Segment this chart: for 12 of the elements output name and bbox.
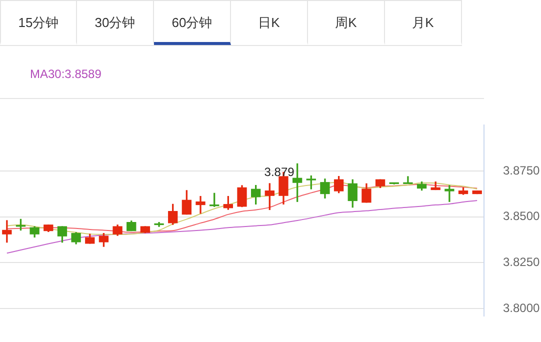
text: 日K	[231, 1, 308, 45]
y-tick-label: 3.8250	[503, 254, 540, 269]
y-tick-label: 3.8500	[503, 209, 540, 224]
y-tick-label: 3.8750	[503, 163, 540, 178]
text: 月K	[385, 1, 462, 45]
y-tick-label: 3.8000	[503, 300, 540, 315]
text: 30分钟	[77, 1, 154, 45]
text: MA30:3.8589	[30, 67, 102, 81]
annotation: 3.879	[264, 165, 295, 179]
text: 60分钟	[154, 1, 231, 45]
text: 周K	[308, 1, 385, 45]
text: 15分钟	[0, 1, 77, 45]
